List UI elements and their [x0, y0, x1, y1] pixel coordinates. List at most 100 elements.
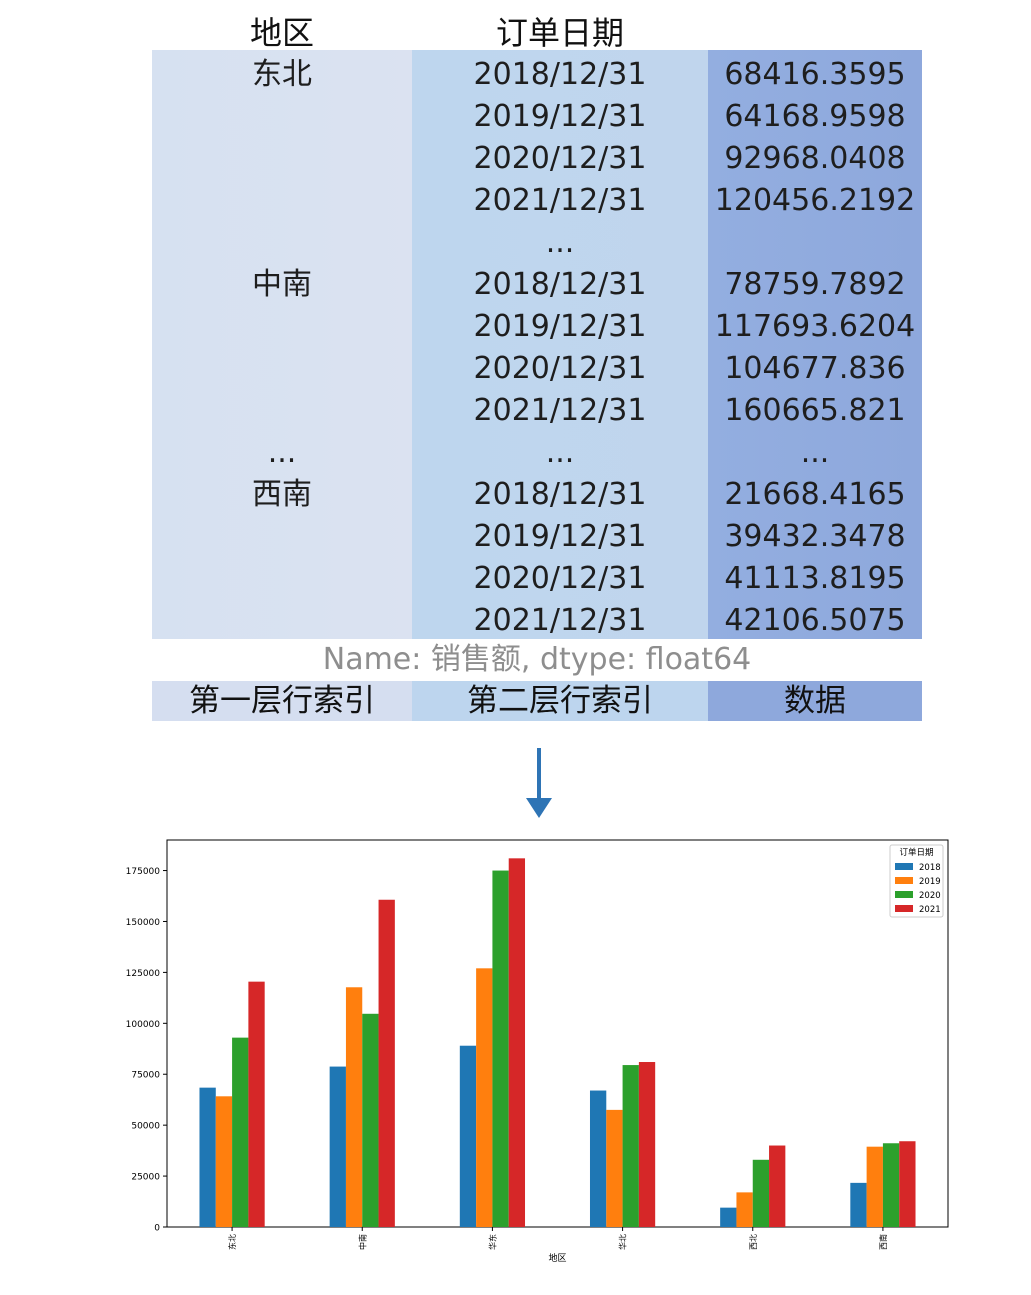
legend-label-2020: 2020: [919, 891, 941, 901]
label-second-level-index: 第二层行索引: [412, 681, 708, 721]
table-header-region: 地区: [249, 14, 314, 52]
bar-2021-东北: [248, 981, 265, 1227]
bar-2021-中南: [378, 899, 395, 1227]
row-region: [152, 558, 412, 600]
row-region: [152, 516, 412, 558]
row-region: 西南: [252, 477, 312, 512]
bar-2018-华北: [589, 1090, 607, 1227]
y-tick-label: 25000: [131, 1173, 160, 1183]
bar-2019-西南: [866, 1146, 883, 1227]
legend-title: 订单日期: [899, 847, 933, 858]
row-region: [152, 180, 412, 222]
y-tick-label: 0: [154, 1224, 160, 1234]
bar-2021-华东: [508, 858, 526, 1227]
bar-2019-中南: [345, 987, 363, 1227]
row-value: 104677.836: [724, 351, 906, 386]
row-date: ...: [545, 435, 575, 470]
row-value: 64168.9598: [724, 99, 906, 134]
row-region: [152, 96, 412, 138]
row-region: 中南: [252, 267, 312, 302]
bar-2020-华北: [622, 1065, 639, 1227]
row-date: 2021/12/31: [473, 183, 647, 218]
legend-swatch-2019: [895, 877, 913, 884]
bar-2018-西北: [720, 1207, 737, 1227]
row-value: 42106.5075: [724, 603, 906, 638]
bar-2019-华北: [606, 1109, 623, 1227]
bar-2020-华东: [492, 870, 509, 1227]
second-level-index-column: [412, 50, 708, 639]
bar-2020-中南: [362, 1013, 379, 1227]
label-data: 数据: [708, 681, 922, 721]
series-name-dtype: Name: 销售额, dtype: float64: [322, 642, 752, 677]
bar-2021-西北: [769, 1145, 786, 1227]
row-value: 68416.3595: [724, 57, 906, 92]
row-date: ...: [545, 225, 575, 260]
row-date: 2019/12/31: [473, 309, 647, 344]
y-tick-label: 75000: [131, 1071, 160, 1081]
row-value: 41113.8195: [724, 561, 906, 596]
bar-2019-东北: [215, 1096, 233, 1227]
label-first-level-index: 第一层行索引: [152, 681, 412, 721]
row-value: ...: [800, 435, 830, 470]
row-value: 92968.0408: [724, 141, 906, 176]
bar-2021-华北: [638, 1062, 656, 1227]
x-tick-label: 西南: [878, 1234, 888, 1250]
row-value: 117693.6204: [714, 309, 916, 344]
row-value: 120456.2192: [714, 183, 916, 218]
down-arrow-icon: [526, 798, 552, 818]
row-region: [152, 306, 412, 348]
row-value: 21668.4165: [724, 477, 906, 512]
bar-2021-西南: [899, 1141, 916, 1227]
x-tick-label: 中南: [357, 1234, 367, 1250]
row-date: 2020/12/31: [473, 561, 647, 596]
legend-swatch-2020: [895, 891, 913, 898]
plot-frame: [166, 839, 949, 1228]
row-date: 2018/12/31: [473, 477, 647, 512]
y-tick-label: 50000: [131, 1122, 160, 1132]
y-tick-label: 125000: [126, 969, 161, 979]
x-tick-label: 西北: [749, 1234, 758, 1250]
bar-2018-西南: [850, 1182, 867, 1227]
row-value: 160665.821: [724, 393, 906, 428]
bar-2018-中南: [329, 1066, 346, 1227]
row-date: 2019/12/31: [473, 519, 647, 554]
row-date: 2018/12/31: [473, 57, 647, 92]
row-region: ...: [267, 435, 297, 470]
x-axis-label: 地区: [548, 1252, 566, 1264]
data-column: [708, 50, 922, 639]
row-value: [708, 222, 922, 264]
down-arrow-shaft: [537, 748, 541, 800]
grouped-bar-chart: 0 25000 50000 75000 100000 125000 150000 175000…: [126, 839, 949, 1264]
y-tick-label: 175000: [126, 867, 161, 877]
row-date: 2021/12/31: [473, 603, 647, 638]
legend-label-2019: 2019: [919, 877, 941, 887]
bar-2019-西北: [736, 1192, 753, 1227]
row-date: 2019/12/31: [473, 99, 647, 134]
row-region: [152, 138, 412, 180]
row-region: [152, 348, 412, 390]
row-value: 78759.7892: [724, 267, 906, 302]
y-tick-label: 100000: [126, 1020, 161, 1030]
bar-2019-华东: [476, 968, 493, 1227]
bar-2018-华东: [459, 1045, 477, 1227]
bar-2018-东北: [199, 1087, 216, 1227]
row-date: 2018/12/31: [473, 267, 647, 302]
bar-2020-西南: [882, 1143, 900, 1227]
row-region: [152, 390, 412, 432]
legend-label-2021: 2021: [919, 905, 941, 915]
row-region: 东北: [252, 57, 312, 92]
legend-label-2018: 2018: [919, 863, 941, 873]
x-tick-label: 华东: [487, 1234, 497, 1250]
legend-swatch-2018: [895, 863, 913, 870]
legend-swatch-2021: [895, 905, 913, 912]
bar-2020-东北: [232, 1037, 249, 1227]
first-level-index-column: [152, 50, 412, 639]
row-date: 2020/12/31: [473, 141, 647, 176]
x-tick-label: 华北: [618, 1234, 628, 1250]
bar-2020-西北: [752, 1159, 770, 1227]
row-date: 2021/12/31: [473, 393, 647, 428]
row-region: [152, 600, 412, 642]
row-value: 39432.3478: [724, 519, 906, 554]
y-tick-label: 150000: [126, 918, 161, 928]
row-region: [152, 222, 412, 264]
